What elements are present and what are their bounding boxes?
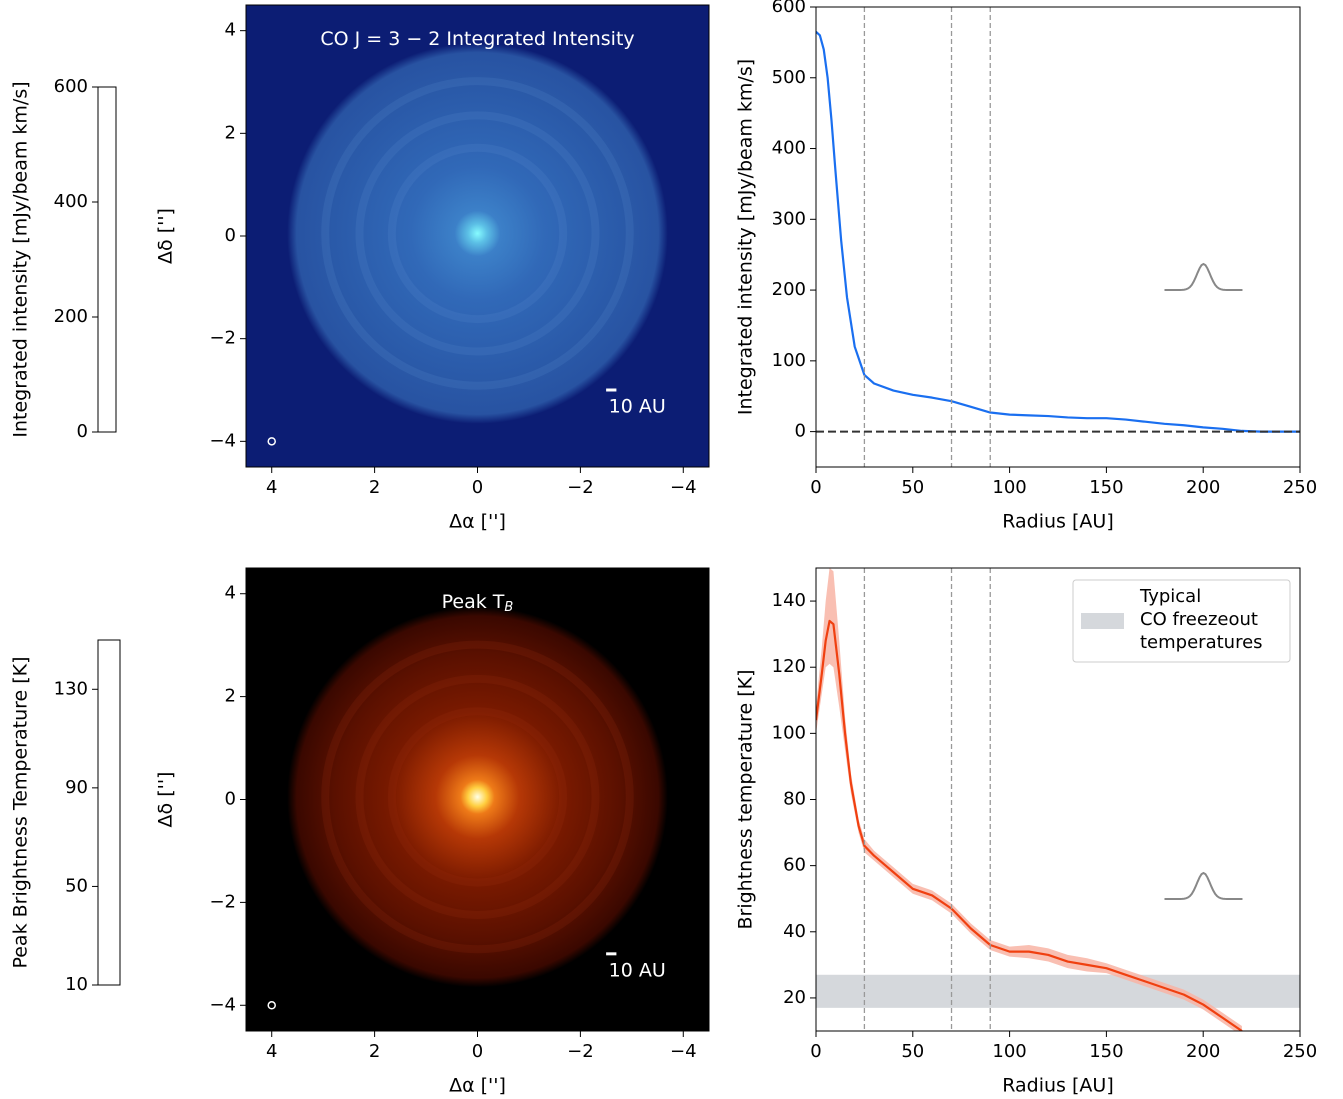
frame: [815, 6, 1301, 468]
legend-label: CO freezeout: [1140, 609, 1258, 630]
colorbar: [97, 639, 121, 986]
x-tick-label: 150: [1089, 477, 1123, 498]
scale-bar-label: 10 AU: [609, 395, 666, 417]
y-tick-label: −2: [209, 891, 236, 912]
x-axis-label: Radius [AU]: [1002, 511, 1113, 533]
colorbar-tick-label: 200: [54, 306, 88, 327]
y-tick-label: 100: [772, 722, 806, 743]
colorbar-label: Integrated intensity [mJy/beam km/s]: [10, 81, 32, 437]
y-tick-label: −4: [209, 430, 236, 451]
colorbar-label: Peak Brightness Temperature [K]: [10, 656, 32, 968]
image: [246, 5, 709, 467]
y-tick-label: 2: [225, 122, 236, 143]
y-tick-label: 0: [225, 225, 236, 246]
beam-profile: [1164, 262, 1243, 291]
x-tick-label: 200: [1186, 1041, 1220, 1062]
x-axis-label: Δα ['']: [449, 511, 506, 533]
y-tick-label: 200: [772, 279, 806, 300]
x-tick-label: 0: [472, 477, 483, 498]
beam: [267, 1001, 276, 1010]
y-tick-label: 4: [225, 583, 236, 604]
disk-ring: [355, 674, 600, 919]
colorbar-tick-label: 0: [77, 421, 88, 442]
y-tick-label: 100: [772, 350, 806, 371]
x-tick-label: 250: [1283, 1041, 1317, 1062]
disk-ring: [321, 640, 634, 954]
x-tick-label: 4: [266, 477, 277, 498]
x-tick-label: 200: [1186, 477, 1220, 498]
y-axis-label: Δδ ['']: [155, 772, 177, 828]
x-tick-label: 2: [369, 477, 380, 498]
disk-ring: [387, 143, 568, 324]
profile-line: [816, 30, 1300, 433]
x-tick-label: 4: [266, 1041, 277, 1062]
x-tick-label: 100: [992, 1041, 1026, 1062]
legend-swatch: [1081, 613, 1124, 629]
y-axis-label: Brightness temperature [K]: [735, 670, 757, 930]
x-tick-label: −4: [670, 1041, 697, 1062]
y-tick-label: 120: [772, 656, 806, 677]
x-tick-label: 150: [1089, 1041, 1123, 1062]
colorbar-tick-label: 90: [65, 777, 88, 798]
beam: [267, 437, 276, 446]
y-tick-label: 4: [225, 20, 236, 41]
y-tick-label: 400: [772, 138, 806, 159]
y-tick-label: 80: [783, 789, 806, 810]
colorbar-tick-label: 130: [54, 678, 88, 699]
y-tick-label: 0: [795, 421, 806, 442]
x-tick-label: 0: [810, 477, 821, 498]
y-tick-label: 500: [772, 67, 806, 88]
legend-box: [1072, 579, 1291, 663]
image-title: Peak TB: [442, 591, 514, 615]
legend-label: temperatures: [1140, 632, 1263, 653]
x-axis-label: Radius [AU]: [1002, 1075, 1113, 1097]
y-tick-label: 20: [783, 987, 806, 1008]
x-tick-label: −4: [670, 477, 697, 498]
x-tick-label: 250: [1283, 477, 1317, 498]
shaded-band: [816, 974, 1300, 1008]
colorbar-tick-label: 600: [54, 76, 88, 97]
x-tick-label: 0: [472, 1041, 483, 1062]
legend-label: Typical: [1139, 586, 1201, 607]
x-tick-label: 2: [369, 1041, 380, 1062]
y-axis-label: Δδ ['']: [155, 208, 177, 264]
disk-ring: [355, 111, 600, 356]
title-text: CO J = 3 − 2 Integrated Intensity: [320, 28, 634, 50]
colorbar-tick-label: 10: [65, 974, 88, 995]
y-axis-label: Integrated intensity [mJy/beam km/s]: [735, 59, 757, 415]
image: [246, 568, 709, 1031]
disk: [287, 43, 668, 424]
x-tick-label: −2: [567, 1041, 594, 1062]
x-tick-label: 100: [992, 477, 1026, 498]
x-tick-label: −2: [567, 477, 594, 498]
x-tick-label: 50: [901, 477, 924, 498]
colorbar: [97, 86, 117, 433]
disk-ring: [321, 77, 634, 390]
beam-profile: [1164, 871, 1243, 900]
colorbar-tick-label: 400: [54, 191, 88, 212]
profile-line: [816, 619, 1243, 1031]
y-tick-label: −4: [209, 994, 236, 1015]
y-tick-label: 2: [225, 686, 236, 707]
y-tick-label: 40: [783, 921, 806, 942]
title-subscript: B: [504, 600, 513, 615]
y-tick-label: 140: [772, 590, 806, 611]
image-title: CO J = 3 − 2 Integrated Intensity: [320, 28, 634, 50]
y-tick-label: 600: [772, 0, 806, 17]
colorbar-tick-label: 50: [65, 875, 88, 896]
y-tick-label: −2: [209, 328, 236, 349]
scale-bar-label: 10 AU: [609, 959, 666, 981]
disk-ring: [387, 707, 568, 887]
x-tick-label: 0: [810, 1041, 821, 1062]
title-text: Peak T: [442, 591, 505, 613]
y-tick-label: 0: [225, 789, 236, 810]
y-tick-label: 300: [772, 208, 806, 229]
disk: [287, 606, 668, 988]
plot-area: [816, 7, 1300, 467]
plot-area: [816, 568, 1300, 1031]
x-tick-label: 50: [901, 1041, 924, 1062]
x-axis-label: Δα ['']: [449, 1075, 506, 1097]
y-tick-label: 60: [783, 855, 806, 876]
